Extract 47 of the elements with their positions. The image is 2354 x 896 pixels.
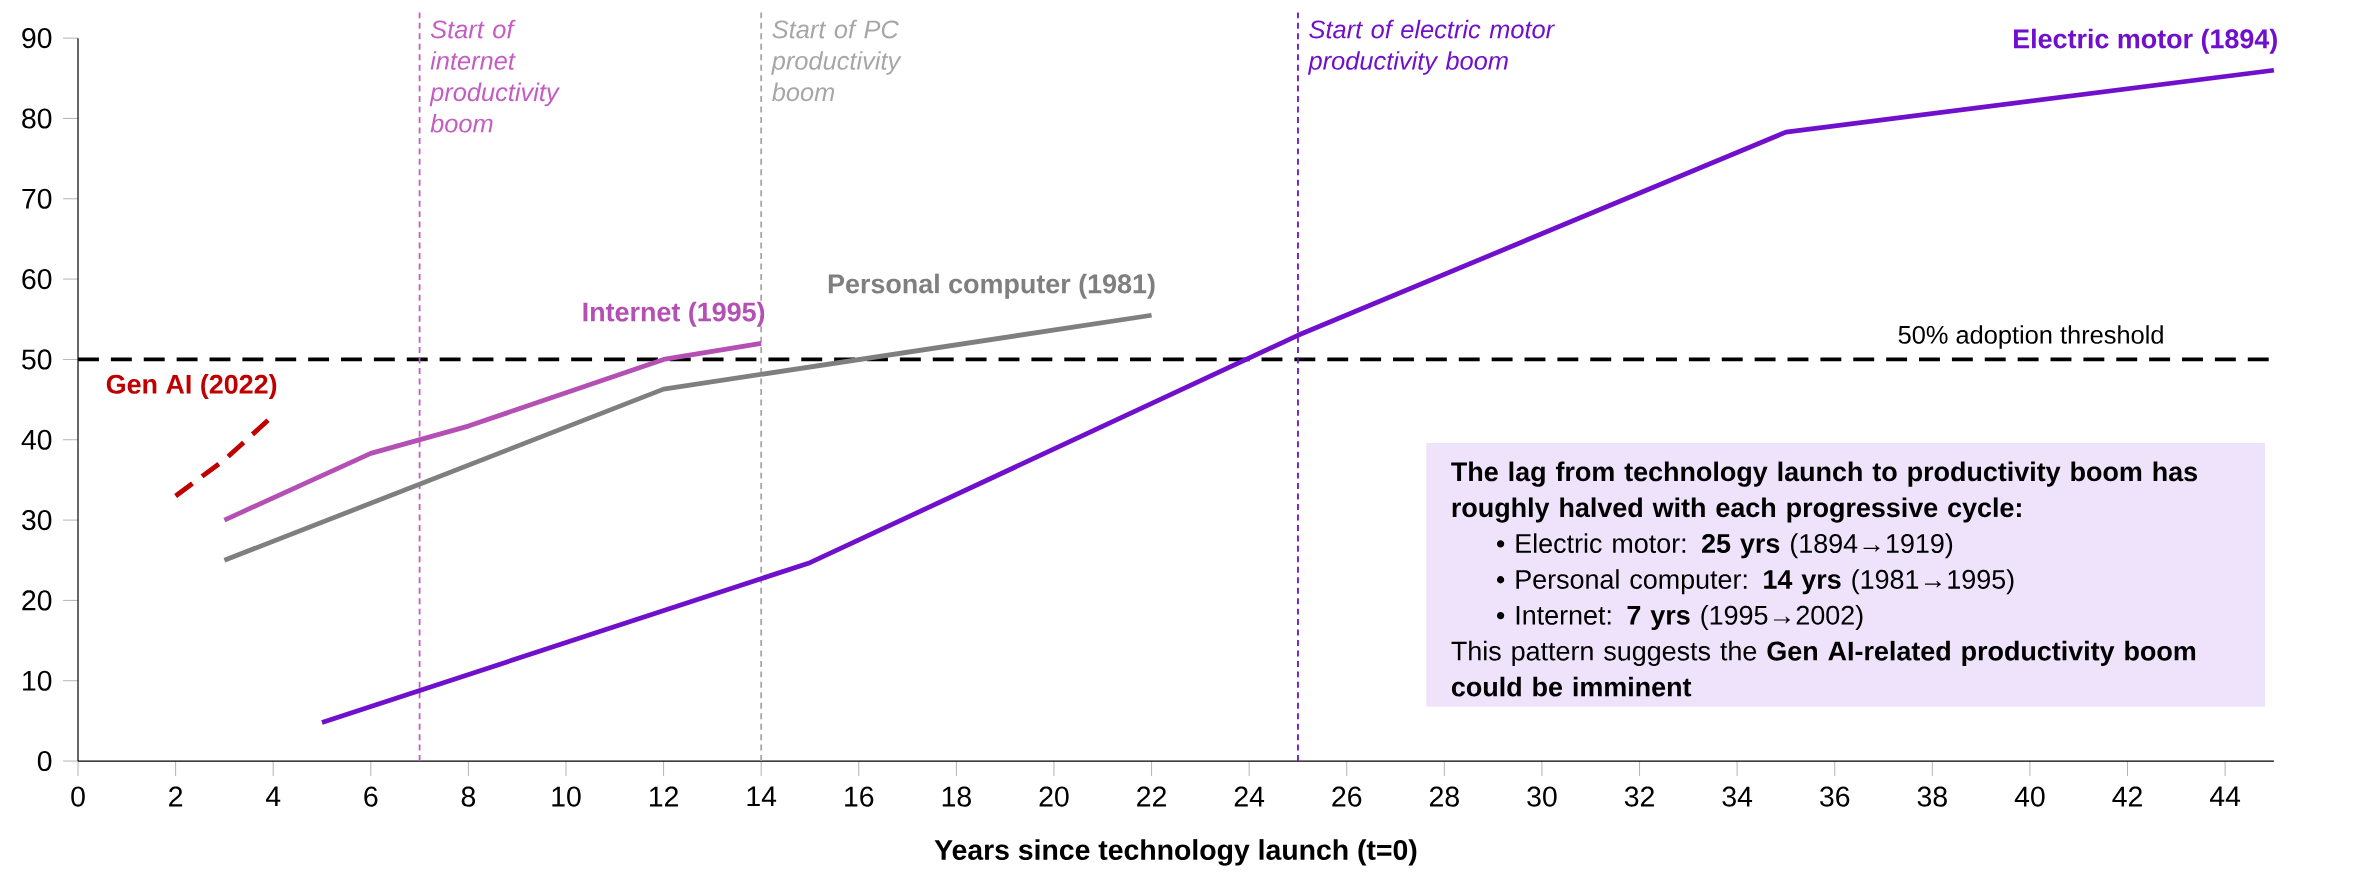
x-tick-label: 34 [1722, 786, 1753, 807]
text: This pattern suggests the Gen AI-related productivity boom could be imminent [1451, 640, 2196, 697]
annotation: • Personal computer: 14 yrs (1981→1995) [1496, 569, 2014, 595]
x-tick-label: 24 [1234, 786, 1265, 807]
x-tick-label: 38 [1917, 786, 1947, 807]
y-tick-label: 90 [22, 28, 52, 49]
x-tick-label: 4 [265, 786, 281, 807]
series-label: Electric motor (1894) [2013, 28, 2277, 54]
ref-line-label: Start of electric motor productivity boom [1307, 19, 1555, 75]
x-tick-label: 10 [552, 786, 581, 807]
y-tick-label: 50 [22, 349, 52, 370]
y-tick-label: 30 [22, 510, 52, 531]
x-tick-label: 40 [2014, 786, 2045, 807]
y-tick-label: 10 [23, 670, 52, 691]
x-tick-label: 0 [71, 786, 85, 807]
x-tick-label: 12 [649, 786, 678, 807]
y-tick-label: 80 [22, 108, 52, 129]
y-tick-label: 0 [37, 750, 52, 772]
x-tick-label: 30 [1527, 786, 1557, 807]
y-tick-label: 70 [22, 188, 52, 209]
ref-line-label: 50% adoption threshold [1898, 325, 2163, 349]
y-tick-label: 40 [21, 429, 52, 450]
x-tick-label: 18 [942, 786, 971, 807]
series-label: Personal computer (1981) [828, 273, 1155, 299]
x-tick-label: 22 [1137, 786, 1166, 807]
ref-line-label: Start of internet productivity boom [429, 19, 560, 133]
x-tick-label: 20 [1039, 786, 1069, 807]
annotation: The lag from technology launch to productivity boom has roughly halved with each progressive cycle: [1451, 461, 2198, 523]
ref-line-label: Start of PC productivity boom [771, 19, 902, 102]
x-axis-title: Years since technology launch (t=0) [934, 839, 1417, 866]
x-tick-label: 6 [364, 786, 378, 807]
y-tick-label: 20 [22, 590, 52, 611]
x-tick-label: 28 [1429, 786, 1459, 807]
annotation: • Internet: 7 yrs (1995→2002) [1496, 604, 1863, 631]
x-tick-label: 32 [1624, 786, 1654, 807]
y-tick-label: 60 [22, 269, 52, 290]
x-tick-label: 36 [1820, 786, 1850, 807]
x-tick-label: 16 [845, 786, 874, 807]
x-tick-label: 8 [461, 786, 476, 807]
x-tick-label: 26 [1332, 786, 1362, 807]
series-label: Internet (1995) [583, 301, 765, 327]
x-tick-label: 44 [2209, 786, 2241, 807]
annotation: • Electric motor: 25 yrs (1894→1919) [1496, 533, 1953, 559]
x-tick-label: 14 [747, 786, 777, 807]
series-label: Gen AI (2022) [106, 374, 277, 400]
x-tick-label: 2 [169, 786, 183, 807]
x-tick-label: 42 [2112, 786, 2142, 807]
